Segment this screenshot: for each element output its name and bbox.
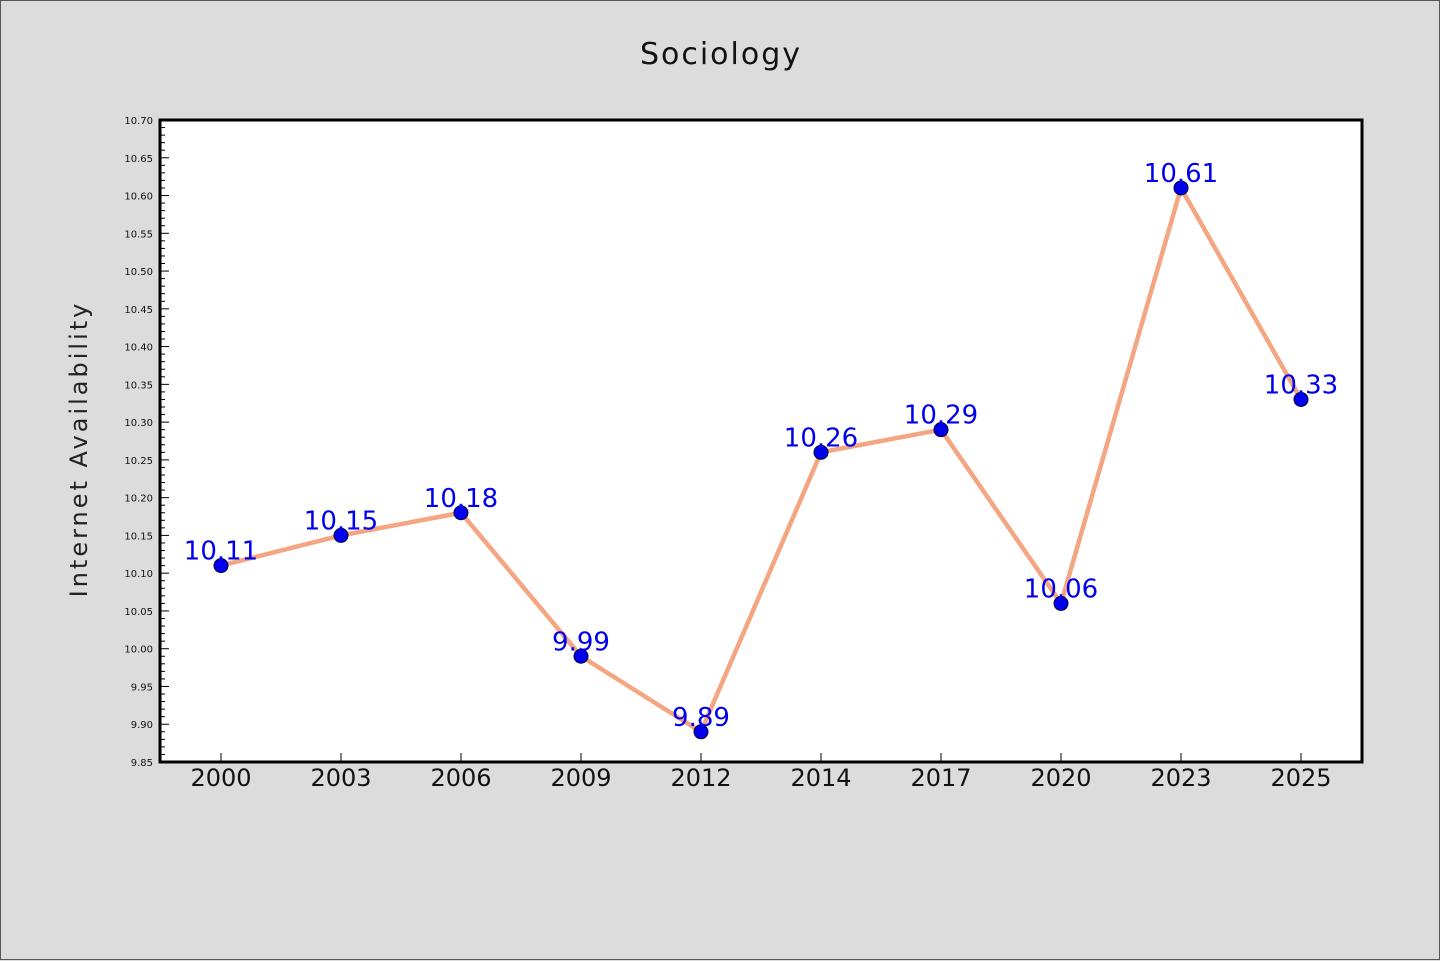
- data-label: 10.26: [784, 423, 858, 453]
- data-label: 10.18: [424, 484, 498, 514]
- data-label: 10.06: [1024, 574, 1098, 604]
- data-point: [693, 724, 709, 740]
- data-point: [813, 444, 829, 460]
- data-label: 9.89: [672, 703, 730, 733]
- data-point: [1293, 391, 1309, 407]
- data-label: 10.11: [184, 537, 258, 567]
- data-label: 9.99: [552, 627, 610, 657]
- series-group: [213, 180, 1309, 740]
- y-tick-label: 10.50: [124, 267, 153, 278]
- plot-area: [158, 118, 1364, 764]
- y-tick-label: 10.30: [124, 418, 153, 429]
- y-tick-label: 10.70: [124, 116, 153, 127]
- data-point: [933, 422, 949, 438]
- data-label: 10.61: [1144, 159, 1218, 189]
- data-label: 10.15: [304, 506, 378, 536]
- y-axis-label: Internet Availability: [65, 301, 93, 598]
- x-tick-label: 2009: [550, 764, 611, 792]
- x-tick-label: 2020: [1030, 764, 1091, 792]
- x-tick-label: 2000: [190, 764, 251, 792]
- y-tick-label: 10.60: [124, 192, 153, 203]
- data-point: [333, 527, 349, 543]
- y-tick-label: 9.90: [131, 720, 153, 731]
- y-tick-label: 10.00: [124, 645, 153, 656]
- data-point: [573, 648, 589, 664]
- y-tick-label: 10.65: [124, 154, 153, 165]
- y-tick-label: 10.10: [124, 569, 153, 580]
- data-label: 10.33: [1264, 370, 1338, 400]
- x-tick-label: 2017: [910, 764, 971, 792]
- y-tick-label: 10.55: [124, 229, 153, 240]
- series-line: [220, 185, 1303, 735]
- y-tick-label: 9.95: [131, 682, 153, 693]
- y-tick-label: 10.35: [124, 380, 153, 391]
- data-label: 10.29: [904, 401, 978, 431]
- y-tick-label: 10.25: [124, 456, 153, 467]
- x-tick-label: 2023: [1150, 764, 1211, 792]
- y-tick-label: 10.40: [124, 343, 153, 354]
- data-point: [453, 505, 469, 521]
- y-tick-label: 10.45: [124, 305, 153, 316]
- x-tick-label: 2006: [430, 764, 491, 792]
- y-tick-label: 9.85: [131, 758, 153, 769]
- x-tick-label: 2012: [670, 764, 731, 792]
- x-axis: 2000 2003 2006 2009 2012 2014 2017 2020 2023 2025: [190, 753, 1332, 792]
- y-tick-label: 10.05: [124, 607, 153, 618]
- x-tick-label: 2014: [790, 764, 851, 792]
- y-tick-label: 10.15: [124, 531, 153, 542]
- y-tick-label: 10.20: [124, 494, 153, 505]
- x-tick-label: 2025: [1270, 764, 1331, 792]
- data-point: [213, 558, 229, 574]
- x-tick-label: 2003: [310, 764, 371, 792]
- data-point: [1173, 180, 1189, 196]
- y-axis: 9.85 9.90 9.95 10.00 10.05 10.10 10.15 10.20 10.…: [124, 116, 169, 769]
- data-labels: 10.11 10.15 10.18 9.99 9.89 10.26 10.29 10.06 10…: [184, 159, 1338, 733]
- chart-title: Sociology: [640, 37, 802, 72]
- data-point: [1053, 595, 1069, 611]
